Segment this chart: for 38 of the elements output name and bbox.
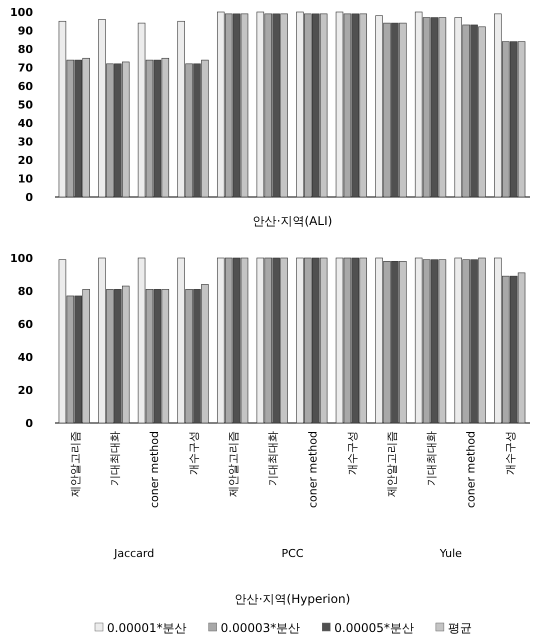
x-tick-label: 기대최대화 [266, 431, 280, 486]
text: PCC [282, 547, 304, 560]
y-tick-label: 10 [18, 172, 34, 186]
x-tick-label: coner method [306, 431, 320, 508]
y-tick-label: 30 [18, 136, 34, 148]
x-axis-title: 안산·지역(Hyperion) [234, 592, 350, 606]
x-tick-label: 제안알고리즘 [227, 431, 240, 497]
y-tick-label: 100 [10, 6, 34, 19]
legend-label: 0.00001*분산 [107, 621, 187, 635]
x-tick-label: 제안알고리즘 [68, 431, 82, 497]
x-tick-label: 개수구성 [504, 431, 518, 475]
y-tick-label: 50 [18, 98, 34, 112]
x-tick-label: 개수구성 [346, 431, 359, 475]
y-tick-label: 0 [25, 191, 34, 204]
y-tick-label: 80 [18, 43, 34, 56]
text: Yule [438, 547, 462, 560]
x-tick-label: coner method [148, 431, 161, 508]
y-tick-label: 40 [18, 351, 34, 364]
y-tick-label: 0 [25, 417, 34, 430]
y-tick-label: 20 [18, 154, 34, 167]
x-tick-label: 기대최대화 [425, 431, 438, 486]
legend-label: 0.00005*분산 [334, 621, 414, 635]
legend-label: 0.00003*분산 [220, 621, 300, 635]
x-tick-label: 제안알고리즘 [385, 431, 398, 497]
y-tick-label: 40 [18, 117, 34, 130]
y-tick-label: 90 [18, 24, 34, 38]
y-tick-label: 60 [18, 80, 34, 93]
x-tick-label: 기대최대화 [108, 431, 122, 486]
x-axis-title: 안산·지역(ALI) [252, 214, 332, 228]
y-tick-label: 60 [18, 318, 34, 331]
y-tick-label: 20 [18, 384, 34, 397]
x-tick-label: coner method [464, 431, 478, 508]
text: Jaccard [113, 547, 154, 560]
x-tick-label: 개수구성 [188, 431, 201, 475]
y-tick-label: 100 [10, 252, 34, 265]
y-tick-label: 70 [18, 62, 34, 74]
y-tick-label: 80 [18, 285, 34, 298]
legend-label: 평균 [448, 621, 472, 635]
